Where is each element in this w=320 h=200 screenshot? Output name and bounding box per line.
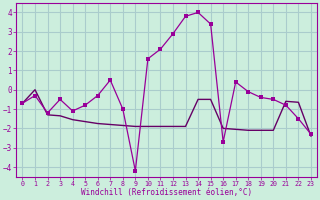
X-axis label: Windchill (Refroidissement éolien,°C): Windchill (Refroidissement éolien,°C): [81, 188, 252, 197]
